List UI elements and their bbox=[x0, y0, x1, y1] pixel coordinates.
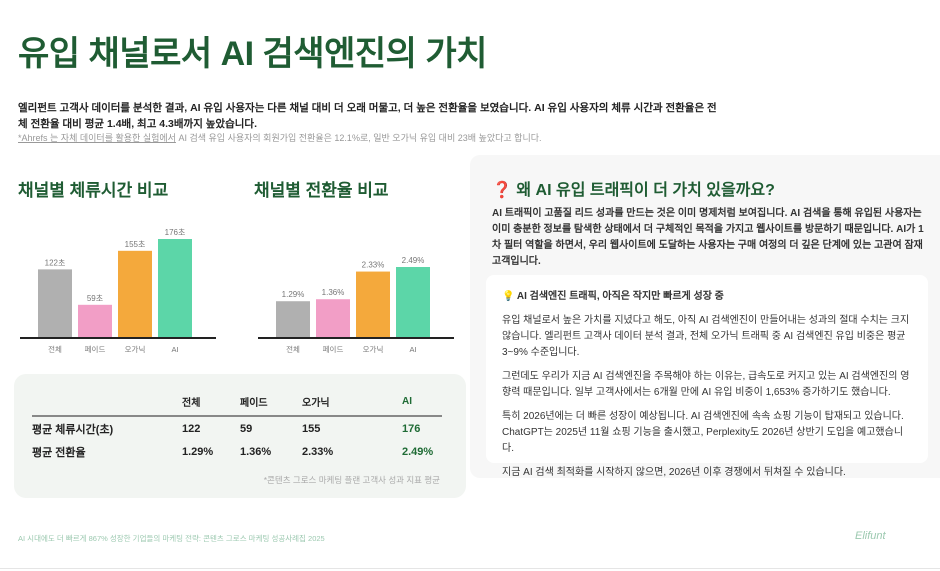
bar-value-label: 59초 bbox=[87, 294, 103, 303]
table-header: 전체 bbox=[182, 388, 240, 417]
table-header bbox=[32, 388, 182, 417]
row-label: 평균 체류시간(초) bbox=[32, 423, 114, 436]
page-title: 유입 채널로서 AI 검색엔진의 가치 bbox=[18, 35, 487, 73]
panel-title: ❓ 왜 AI 유입 트래픽이 더 가치 있을까요? bbox=[492, 182, 775, 199]
table-cell: 2.33% bbox=[302, 446, 334, 458]
row-label: 평균 전환율 bbox=[32, 447, 86, 459]
bar-value-label: 2.33% bbox=[362, 261, 385, 270]
bar-페이드 bbox=[316, 299, 350, 338]
bar-전체 bbox=[276, 301, 310, 338]
growth-card: 💡 AI 검색엔진 트래픽, 아직은 작지만 빠르게 성장 중 유입 채널로서 … bbox=[486, 275, 928, 478]
bar-AI bbox=[158, 239, 192, 338]
card-paragraph: 유입 채널로서 높은 가치를 지녔다고 해도, 아직 AI 검색엔진이 만들어내… bbox=[502, 315, 910, 358]
panel-body: AI 트래픽이 고품질 리드 성과를 만드는 것은 이미 명제처럼 보여집니다.… bbox=[492, 208, 924, 267]
comparison-table-card: 전체 페이드 오가닉 AI 평균 체류시간(초) 122 59 155 176 … bbox=[14, 374, 466, 498]
note-text: AI 검색 유입 사용자의 회원가입 전환율은 12.1%로, 일반 오가닉 유… bbox=[175, 133, 542, 143]
bar-value-label: 176초 bbox=[165, 228, 186, 237]
bar-오가닉 bbox=[356, 271, 390, 338]
x-tick-label: 전체 bbox=[48, 344, 62, 354]
table-cell: 176 bbox=[402, 422, 421, 435]
x-tick-label: 전체 bbox=[286, 344, 300, 354]
source-note: *Ahrefs 는 자체 데이터를 활용한 실험에서 AI 검색 유입 사용자의… bbox=[18, 131, 542, 144]
bar-오가닉 bbox=[118, 250, 152, 338]
ahrefs-link[interactable]: *Ahrefs 는 자체 데이터를 활용한 실험에서 bbox=[18, 133, 176, 143]
card-paragraph: 그런데도 우리가 지금 AI 검색엔진을 주목해야 하는 이유는, 급속도로 커… bbox=[502, 371, 910, 398]
divider bbox=[0, 568, 940, 569]
conversion-chart: 1.29% 전체 1.36% 페이드 2.33% 오가닉 2.49% AI bbox=[258, 220, 454, 365]
x-tick-label: 페이드 bbox=[85, 344, 106, 354]
table-cell: 122 bbox=[182, 422, 201, 435]
chart-title-conversion: 채널별 전환율 비교 bbox=[254, 181, 389, 200]
table-header: 오가닉 bbox=[302, 388, 402, 417]
table-cell: 2.49% bbox=[402, 446, 434, 458]
x-tick-label: 페이드 bbox=[323, 344, 344, 354]
bar-value-label: 122초 bbox=[45, 258, 66, 267]
bar-value-label: 155초 bbox=[125, 240, 146, 249]
table-cell: 59 bbox=[240, 422, 253, 435]
x-tick-label: 오가닉 bbox=[363, 345, 384, 354]
table-row: 평균 전환율 1.29% 1.36% 2.33% 2.49% bbox=[32, 440, 442, 464]
card-title: 💡 AI 검색엔진 트래픽, 아직은 작지만 빠르게 성장 중 bbox=[502, 291, 724, 302]
brand-logo: Elifunt bbox=[855, 530, 886, 542]
table-header-row: 전체 페이드 오가닉 AI bbox=[32, 388, 442, 417]
comparison-table: 전체 페이드 오가닉 AI 평균 체류시간(초) 122 59 155 176 … bbox=[32, 388, 442, 464]
x-tick-label: 오가닉 bbox=[125, 345, 146, 354]
card-paragraph: 특히 2026년에는 더 빠른 성장이 예상됩니다. AI 검색엔진에 속속 쇼… bbox=[502, 411, 904, 454]
x-tick-label: AI bbox=[171, 345, 178, 354]
table-cell: 155 bbox=[302, 422, 321, 435]
footer-text: AI 시대에도 더 빠르게 867% 성장한 기업들의 마케팅 전략: 콘텐츠 … bbox=[18, 534, 325, 543]
bar-페이드 bbox=[78, 304, 112, 338]
table-header: AI bbox=[402, 388, 442, 417]
table-note: *콘텐츠 그로스 마케팅 플랜 고객사 성과 지표 평균 bbox=[263, 475, 440, 485]
table-row: 평균 체류시간(초) 122 59 155 176 bbox=[32, 416, 442, 440]
table-header: 페이드 bbox=[240, 388, 302, 417]
bar-value-label: 2.49% bbox=[402, 256, 425, 265]
bar-전체 bbox=[38, 269, 72, 338]
x-tick-label: AI bbox=[409, 345, 416, 354]
bar-AI bbox=[396, 267, 430, 338]
chart-title-dwell: 채널별 체류시간 비교 bbox=[18, 181, 169, 200]
bar-value-label: 1.36% bbox=[322, 288, 345, 297]
table-cell: 1.36% bbox=[240, 446, 272, 458]
bar-value-label: 1.29% bbox=[282, 290, 305, 299]
table-cell: 1.29% bbox=[182, 446, 214, 458]
card-paragraph: 지금 AI 검색 최적화를 시작하지 않으면, 2026년 이후 경쟁에서 뒤쳐… bbox=[502, 467, 846, 478]
intro-text: 엘리펀트 고객사 데이터를 분석한 결과, AI 유입 사용자는 다른 채널 대… bbox=[18, 102, 717, 130]
